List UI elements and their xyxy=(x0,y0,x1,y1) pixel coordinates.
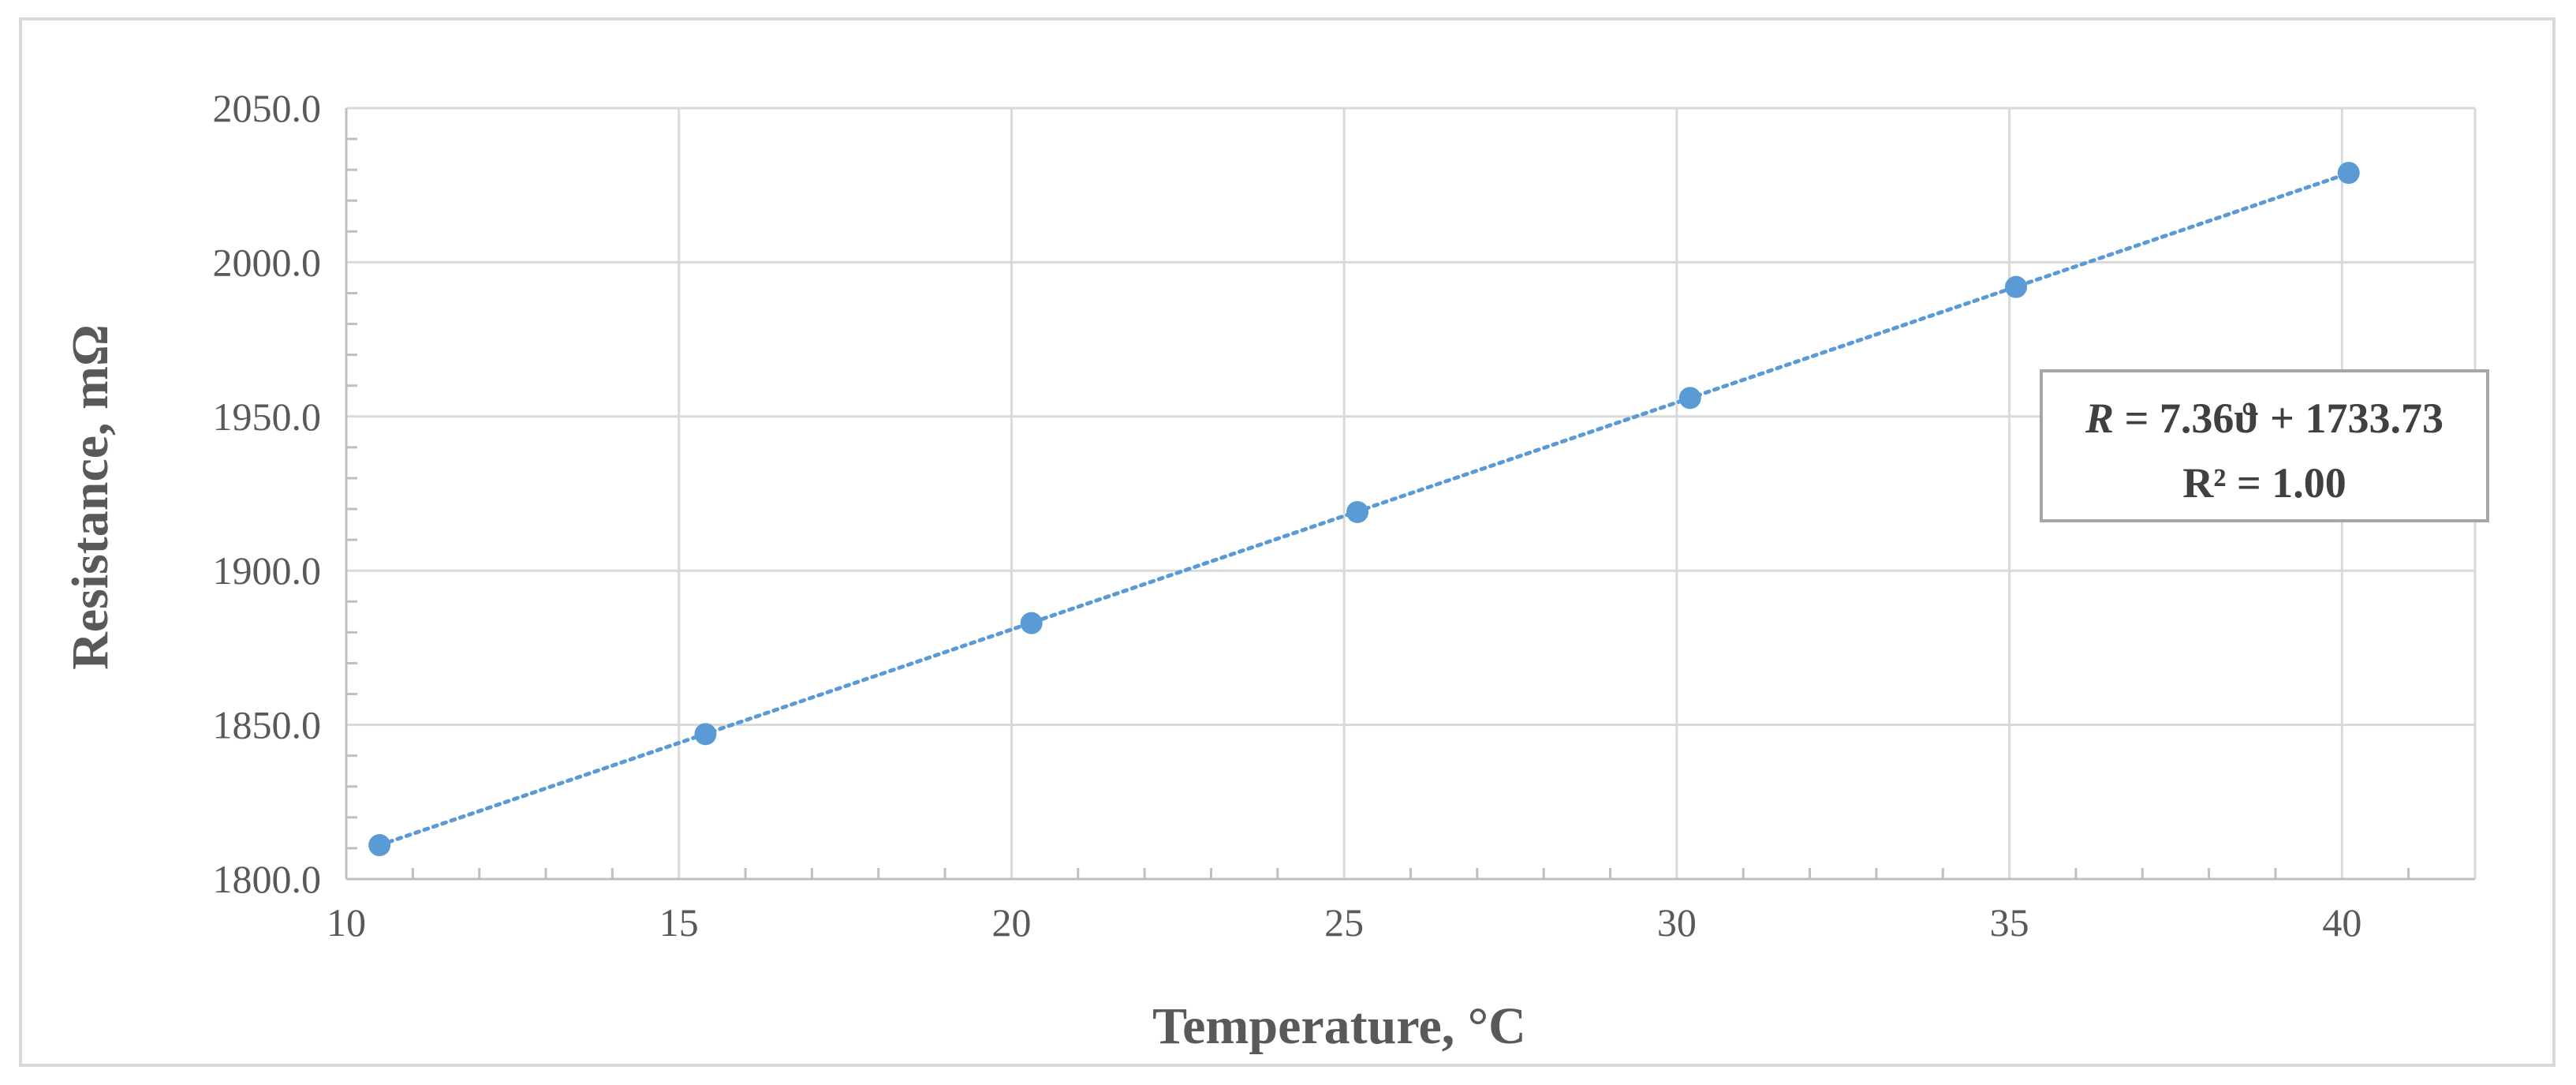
equation-box-border xyxy=(2040,369,2489,522)
x-tick-label: 40 xyxy=(2322,900,2361,945)
equation-variable: R xyxy=(2085,395,2114,442)
y-tick-label: 1800.0 xyxy=(213,857,322,901)
equation-body: = 7.36ϑ + 1733.73 xyxy=(2114,395,2443,442)
data-point xyxy=(2337,162,2360,185)
x-tick-label: 25 xyxy=(1324,900,1364,945)
x-tick-label: 20 xyxy=(991,900,1031,945)
x-tick-label: 15 xyxy=(659,900,699,945)
y-tick-label: 1850.0 xyxy=(213,703,322,747)
chart-frame xyxy=(19,17,2555,1067)
x-tick-label: 35 xyxy=(1990,900,2029,945)
y-axis-title: Resistance, mΩ xyxy=(62,324,119,670)
equation-box: R = 7.36ϑ + 1733.73 R² = 1.00 xyxy=(2040,369,2489,522)
data-points xyxy=(368,162,2360,857)
x-tick-labels: 10 15 20 25 30 35 40 xyxy=(327,900,2361,945)
y-tick-labels: 1800.0 1850.0 1900.0 1950.0 2000.0 2050.0 xyxy=(213,86,322,901)
data-point xyxy=(368,834,391,857)
data-point xyxy=(1346,500,1369,523)
x-tick-label: 30 xyxy=(1657,900,1697,945)
data-point xyxy=(1678,387,1701,410)
axes xyxy=(345,108,2475,881)
y-tick-label: 1950.0 xyxy=(213,395,322,439)
trendline-equation: R = 7.36ϑ + 1733.73 xyxy=(2085,395,2443,442)
data-point xyxy=(2005,275,2028,298)
x-tick-label: 10 xyxy=(327,900,366,945)
y-tick-label: 2050.0 xyxy=(213,86,322,130)
data-point xyxy=(694,723,717,746)
y-tick-label: 2000.0 xyxy=(213,240,322,284)
minor-ticks xyxy=(346,137,2410,879)
x-axis-title: Temperature, °C xyxy=(1152,997,1526,1055)
data-point xyxy=(1020,612,1043,634)
r-squared-label: R² = 1.00 xyxy=(2182,459,2346,507)
y-tick-label: 1900.0 xyxy=(213,548,322,593)
